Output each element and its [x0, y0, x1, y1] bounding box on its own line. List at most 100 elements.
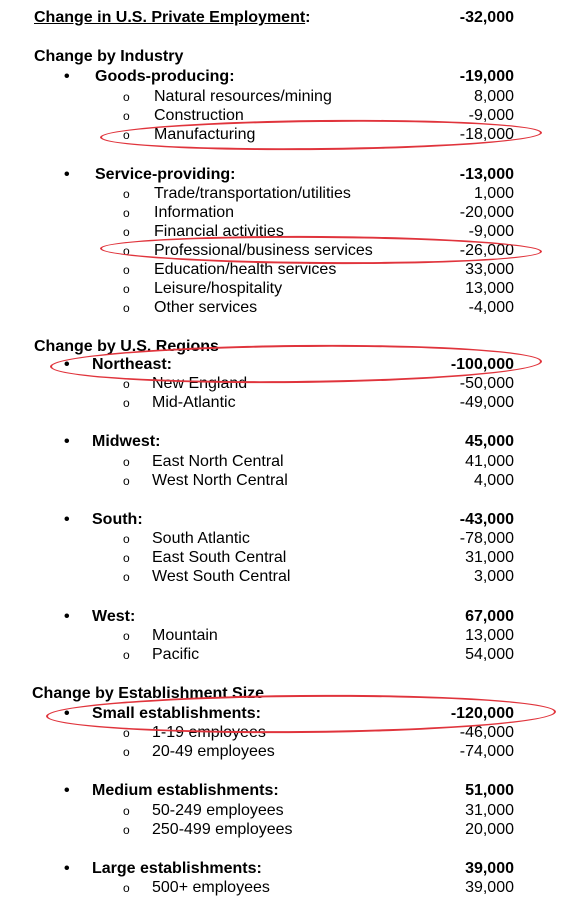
list-item: o Natural resources/mining 8,000: [0, 87, 574, 107]
item-value: 31,000: [465, 802, 514, 819]
large-establishments-value: 39,000: [465, 860, 514, 877]
list-item: o 20-49 employees -74,000: [0, 742, 574, 762]
medium-establishments-value: 51,000: [465, 782, 514, 799]
bullet: •: [64, 511, 70, 528]
small-establishments-row: • Small establishments: -120,000: [0, 704, 574, 724]
item-value: -26,000: [459, 242, 514, 259]
sub-bullet: o: [123, 263, 130, 277]
medium-establishments-label: Medium establishments:: [92, 782, 279, 799]
bullet: •: [64, 433, 70, 450]
item-label: East South Central: [152, 549, 287, 566]
sub-bullet: o: [123, 745, 130, 759]
list-item: o East South Central 31,000: [0, 548, 574, 568]
size-heading: Change by Establishment Size: [32, 685, 265, 702]
sub-bullet: o: [123, 474, 130, 488]
regions-heading: Change by U.S. Regions: [34, 338, 219, 355]
list-item: o Leisure/hospitality 13,000: [0, 279, 574, 299]
item-value: 13,000: [465, 627, 514, 644]
bullet: •: [64, 608, 70, 625]
item-value: 8,000: [473, 88, 514, 105]
medium-establishments-row: • Medium establishments: 51,000: [0, 781, 574, 801]
item-value: 20,000: [465, 821, 514, 838]
item-label: Trade/transportation/utilities: [154, 185, 351, 202]
list-item: o Information -20,000: [0, 203, 574, 223]
total-change-value: -32,000: [459, 9, 514, 26]
item-label: Manufacturing: [154, 126, 256, 143]
sub-bullet: o: [123, 570, 130, 584]
item-label: Natural resources/mining: [154, 88, 332, 105]
small-establishments-value: -120,000: [450, 705, 514, 722]
service-providing-value: -13,000: [459, 166, 514, 183]
goods-producing-value: -19,000: [459, 68, 514, 85]
item-label: Pacific: [152, 646, 200, 663]
midwest-label: Midwest:: [92, 433, 161, 450]
south-value: -43,000: [459, 511, 514, 528]
sub-bullet: o: [123, 804, 130, 818]
total-change-colon: :: [305, 9, 311, 26]
item-label: Mid-Atlantic: [152, 394, 236, 411]
item-label: East North Central: [152, 453, 284, 470]
item-label: Professional/business services: [154, 242, 373, 259]
item-label: Construction: [154, 107, 244, 124]
item-value: 33,000: [465, 261, 514, 278]
list-item: o West South Central 3,000: [0, 567, 574, 587]
sub-bullet: o: [123, 629, 130, 643]
bullet: •: [64, 860, 70, 877]
list-item: o Trade/transportation/utilities 1,000: [0, 184, 574, 204]
item-value: -78,000: [459, 530, 514, 547]
bullet: •: [64, 166, 70, 183]
item-label: Mountain: [152, 627, 218, 644]
sub-bullet: o: [123, 301, 130, 315]
item-value: 31,000: [465, 549, 514, 566]
goods-producing-row: • Goods-producing: -19,000: [0, 67, 574, 87]
goods-producing-label: Goods-producing:: [95, 68, 235, 85]
sub-bullet: o: [123, 396, 130, 410]
item-value: 1,000: [473, 185, 514, 202]
list-item: o 250-499 employees 20,000: [0, 820, 574, 840]
list-item: o New England -50,000: [0, 374, 574, 394]
item-value: 41,000: [465, 453, 514, 470]
sub-bullet: o: [123, 90, 130, 104]
item-value: -9,000: [468, 107, 514, 124]
size-heading-row: Change by Establishment Size: [0, 684, 574, 704]
item-label: Financial activities: [154, 223, 284, 240]
south-row: • South: -43,000: [0, 510, 574, 530]
sub-bullet: o: [123, 282, 130, 296]
item-label: 500+ employees: [152, 879, 270, 896]
item-value: -46,000: [459, 724, 514, 741]
item-label: Other services: [154, 299, 258, 316]
list-item: o Mountain 13,000: [0, 626, 574, 646]
small-establishments-label: Small establishments:: [92, 705, 261, 722]
sub-bullet: o: [123, 455, 130, 469]
item-value: 3,000: [473, 568, 514, 585]
item-label: Information: [154, 204, 235, 221]
item-label: Education/health services: [154, 261, 337, 278]
list-item: o Professional/business services -26,000: [0, 241, 574, 261]
item-label: West South Central: [152, 568, 291, 585]
south-label: South:: [92, 511, 143, 528]
west-row: • West: 67,000: [0, 607, 574, 627]
sub-bullet: o: [123, 532, 130, 546]
industry-heading: Change by Industry: [34, 48, 184, 65]
total-change-label: Change in U.S. Private Employment: [34, 9, 306, 26]
bullet: •: [64, 68, 70, 85]
list-item: o Other services -4,000: [0, 298, 574, 318]
item-value: 4,000: [473, 472, 514, 489]
service-providing-label: Service-providing:: [95, 166, 236, 183]
west-value: 67,000: [465, 608, 514, 625]
northeast-label: Northeast:: [92, 356, 173, 373]
item-value: -49,000: [459, 394, 514, 411]
sub-bullet: o: [123, 109, 130, 123]
list-item: o East North Central 41,000: [0, 452, 574, 472]
item-label: New England: [152, 375, 248, 392]
list-item: o Manufacturing -18,000: [0, 125, 574, 145]
list-item: o Education/health services 33,000: [0, 260, 574, 280]
item-value: -18,000: [459, 126, 514, 143]
sub-bullet: o: [123, 187, 130, 201]
sub-bullet: o: [123, 823, 130, 837]
list-item: o South Atlantic -78,000: [0, 529, 574, 549]
regions-heading-row: Change by U.S. Regions: [0, 337, 574, 357]
item-label: South Atlantic: [152, 530, 250, 547]
bullet: •: [64, 705, 70, 722]
item-label: 20-49 employees: [152, 743, 275, 760]
